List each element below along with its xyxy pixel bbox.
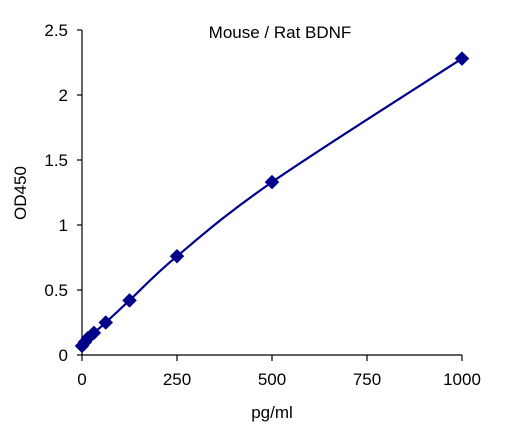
chart-curve-layer xyxy=(81,57,463,347)
x-tick-label: 750 xyxy=(353,370,381,389)
y-tick-label: 1 xyxy=(59,216,68,235)
data-point-marker xyxy=(169,248,185,264)
chart-label-layer: 0 0.5 1 1.5 2 2.5 0 250 500 750 1000 xyxy=(44,21,481,389)
x-tick-label: 250 xyxy=(163,370,191,389)
y-tick-label: 0.5 xyxy=(44,281,68,300)
chart-title: Mouse / Rat BDNF xyxy=(209,23,352,42)
y-tick-label: 2.5 xyxy=(44,21,68,40)
x-tick-label: 1000 xyxy=(443,370,481,389)
y-tick-label: 1.5 xyxy=(44,151,68,170)
data-point-marker xyxy=(122,293,137,308)
data-point-marker xyxy=(454,51,470,66)
chart-marker-layer xyxy=(74,51,470,354)
data-point-marker xyxy=(98,315,114,330)
data-point-marker xyxy=(86,325,102,341)
chart-axes xyxy=(77,29,463,361)
x-tick-label: 500 xyxy=(258,370,286,389)
y-axis-title: OD450 xyxy=(11,166,30,220)
x-axis-title: pg/ml xyxy=(251,403,293,422)
data-point-marker xyxy=(264,174,280,190)
fit-curve xyxy=(81,57,463,347)
y-tick-label: 0 xyxy=(59,346,68,365)
x-tick-label: 0 xyxy=(77,370,86,389)
y-tick-label: 2 xyxy=(59,86,68,105)
